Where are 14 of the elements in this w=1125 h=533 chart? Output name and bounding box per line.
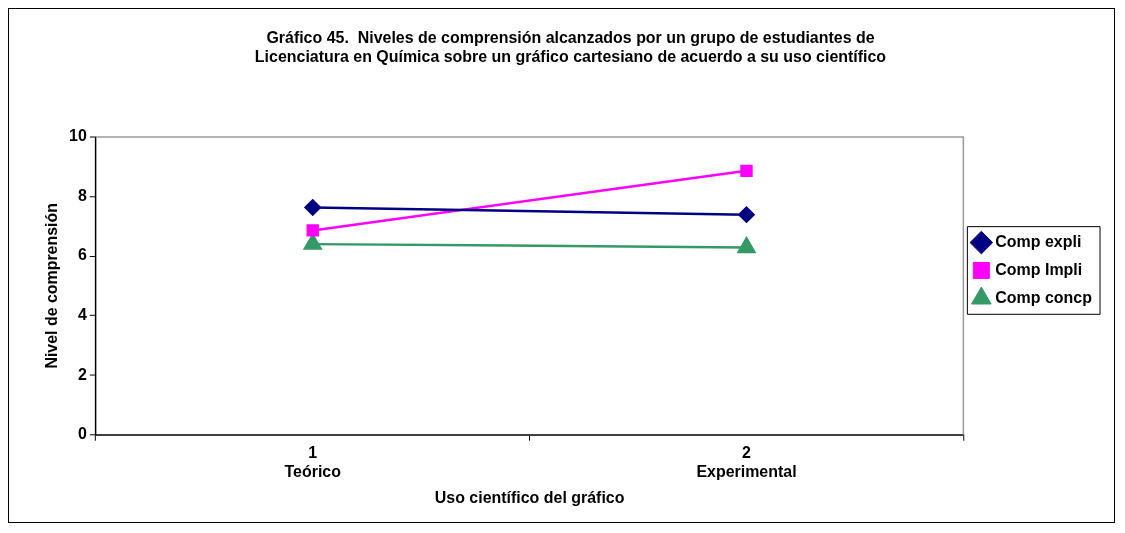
y-tick-label: 10 xyxy=(69,127,87,145)
y-axis-title: Nivel de comprensión xyxy=(42,203,60,369)
legend-label: Comp expli xyxy=(995,232,1082,250)
y-tick-label: 6 xyxy=(77,246,87,264)
chart-title: Gráfico 45. Niveles de comprensión alcanzados por un grupo de estudiantes de Licenciatura en Química sobre un gráfico cartesiano de acuerdo a su uso científico xyxy=(254,28,887,65)
x-tick-label: 2 Experimental xyxy=(696,443,797,480)
legend-label: Comp concp xyxy=(995,288,1093,306)
y-tick-label: 4 xyxy=(77,306,87,323)
x-axis-title: Uso científico del gráfico xyxy=(434,488,625,506)
legend-label: Comp Impli xyxy=(995,260,1083,278)
y-tick-label: 0 xyxy=(77,425,87,443)
x-tick-label: 1 Teórico xyxy=(284,443,342,480)
y-tick-label: 8 xyxy=(77,186,87,204)
y-tick-label: 2 xyxy=(77,365,87,383)
